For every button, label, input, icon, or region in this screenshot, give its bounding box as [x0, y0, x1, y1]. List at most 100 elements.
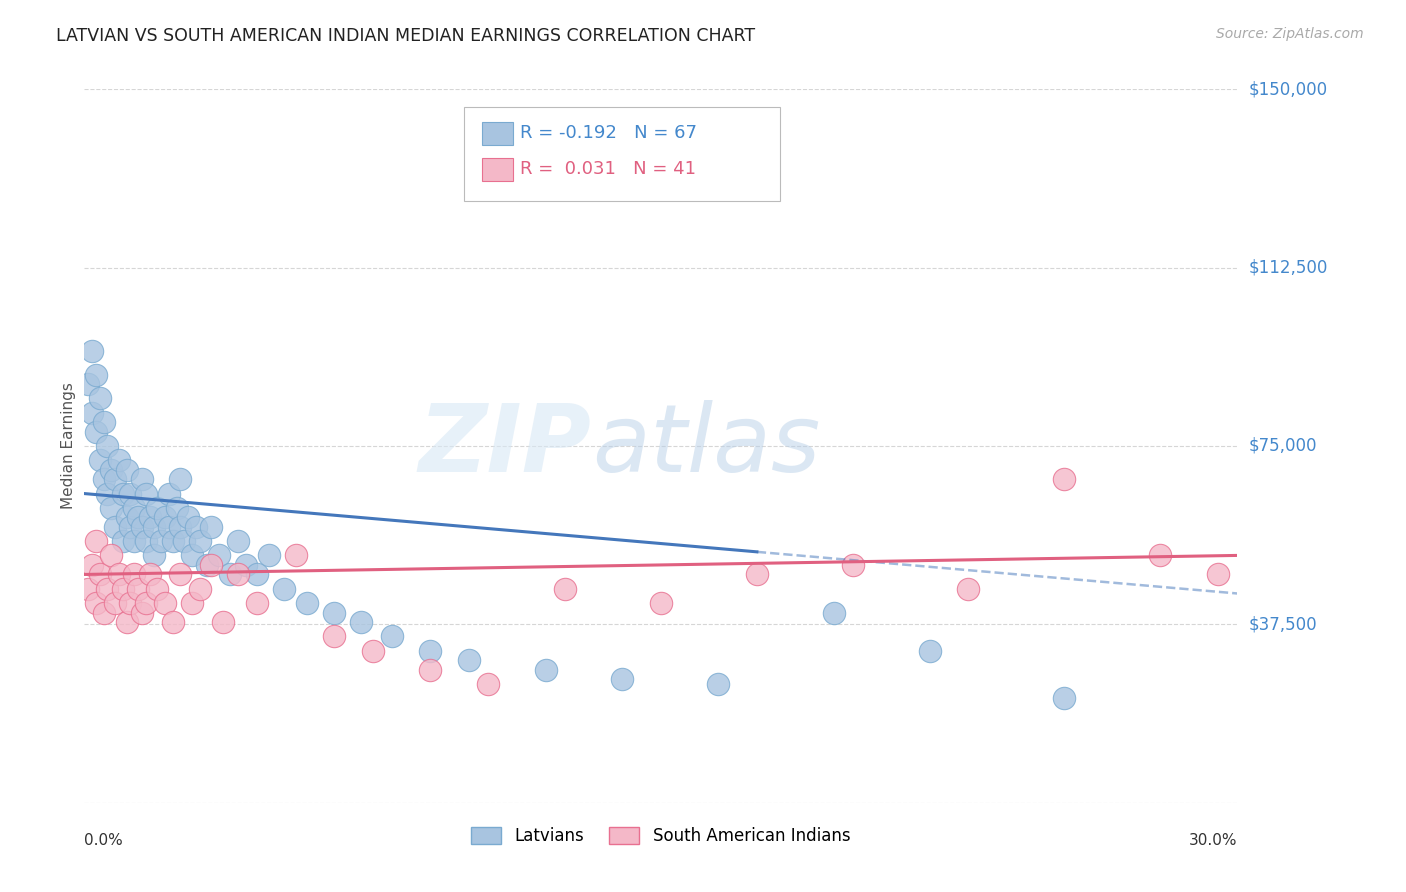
Point: [208, 549, 231, 563]
Point: [100, 500, 122, 515]
Point: [226, 534, 249, 549]
Point: [188, 534, 211, 549]
Point: [100, 463, 122, 477]
Text: $150,000: $150,000: [1249, 80, 1327, 98]
Point: [246, 567, 269, 582]
Point: [135, 596, 157, 610]
Text: $112,500: $112,500: [1249, 259, 1327, 277]
Point: [104, 596, 127, 610]
Text: 30.0%: 30.0%: [1189, 833, 1237, 848]
Point: [124, 534, 146, 549]
Point: [181, 549, 204, 563]
Point: [157, 520, 180, 534]
Point: [200, 558, 222, 572]
Point: [89, 392, 111, 406]
Point: [96, 582, 118, 596]
Point: [135, 534, 157, 549]
Point: [80, 343, 103, 358]
Point: [162, 615, 184, 629]
Point: [188, 582, 211, 596]
Point: [153, 510, 176, 524]
Point: [96, 486, 118, 500]
Point: [146, 582, 169, 596]
Point: [84, 425, 107, 439]
Point: [80, 406, 103, 420]
Text: $37,500: $37,500: [1249, 615, 1317, 633]
Point: [124, 567, 146, 582]
Point: [419, 643, 441, 657]
Point: [89, 567, 111, 582]
Point: [111, 582, 134, 596]
Point: [115, 615, 138, 629]
Point: [108, 453, 131, 467]
Point: [146, 500, 169, 515]
Point: [1053, 472, 1076, 486]
Point: [1053, 691, 1076, 706]
Point: [142, 549, 165, 563]
Point: [111, 534, 134, 549]
Point: [131, 472, 153, 486]
Point: [93, 472, 115, 486]
Point: [89, 453, 111, 467]
Point: [162, 534, 184, 549]
Point: [534, 663, 557, 677]
Point: [77, 377, 100, 392]
Point: [173, 534, 195, 549]
Point: [131, 520, 153, 534]
Point: [166, 500, 188, 515]
Point: [150, 534, 173, 549]
Point: [138, 510, 160, 524]
Point: [350, 615, 373, 629]
Point: [135, 486, 157, 500]
Point: [195, 558, 218, 572]
Point: [84, 596, 107, 610]
Point: [100, 549, 122, 563]
Point: [104, 472, 127, 486]
Point: [457, 653, 479, 667]
Text: R = -0.192   N = 67: R = -0.192 N = 67: [520, 124, 697, 142]
Point: [80, 558, 103, 572]
Legend: Latvians, South American Indians: Latvians, South American Indians: [464, 820, 858, 852]
Point: [104, 520, 127, 534]
Point: [707, 677, 730, 691]
Point: [169, 567, 191, 582]
Point: [177, 510, 200, 524]
Point: [169, 520, 191, 534]
Point: [257, 549, 280, 563]
Point: [554, 582, 576, 596]
Point: [120, 520, 142, 534]
Point: [957, 582, 980, 596]
Y-axis label: Median Earnings: Median Earnings: [60, 383, 76, 509]
Point: [131, 606, 153, 620]
Point: [823, 606, 845, 620]
Point: [153, 596, 176, 610]
Text: Source: ZipAtlas.com: Source: ZipAtlas.com: [1216, 27, 1364, 41]
Point: [127, 582, 149, 596]
Point: [219, 567, 242, 582]
Text: 0.0%: 0.0%: [84, 833, 124, 848]
Point: [138, 567, 160, 582]
Point: [84, 368, 107, 382]
Point: [361, 643, 384, 657]
Point: [419, 663, 441, 677]
Point: [127, 510, 149, 524]
Point: [111, 486, 134, 500]
Text: ZIP: ZIP: [419, 400, 592, 492]
Point: [246, 596, 269, 610]
Point: [323, 606, 346, 620]
Point: [96, 439, 118, 453]
Point: [120, 486, 142, 500]
Point: [124, 500, 146, 515]
Text: $75,000: $75,000: [1249, 437, 1317, 455]
Point: [93, 415, 115, 429]
Point: [612, 672, 634, 686]
Point: [115, 510, 138, 524]
Point: [157, 486, 180, 500]
Point: [1206, 567, 1229, 582]
Point: [142, 520, 165, 534]
Point: [842, 558, 865, 572]
Point: [918, 643, 941, 657]
Point: [84, 534, 107, 549]
Point: [650, 596, 672, 610]
Point: [226, 567, 249, 582]
